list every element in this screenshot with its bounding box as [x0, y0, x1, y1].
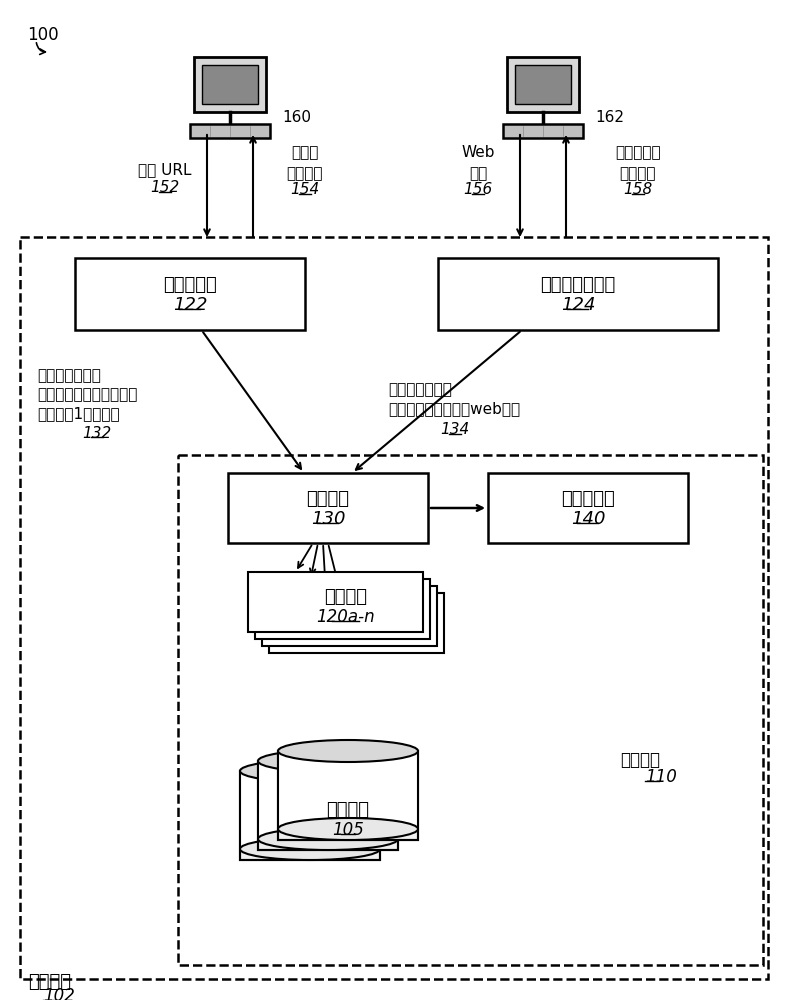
- Bar: [248, 572, 423, 632]
- Text: 152: 152: [151, 180, 180, 196]
- Bar: [262, 586, 437, 646]
- Text: 搜索结果和
查询建议: 搜索结果和 查询建议: [615, 145, 661, 181]
- Text: Web
查询: Web 查询: [461, 145, 495, 181]
- Text: 122: 122: [173, 296, 207, 314]
- Bar: [488, 473, 688, 543]
- Text: 130: 130: [310, 510, 345, 528]
- Text: 162: 162: [595, 110, 624, 125]
- Text: 搜索系统: 搜索系统: [28, 973, 71, 991]
- Ellipse shape: [278, 818, 418, 840]
- Text: 124: 124: [561, 296, 595, 314]
- Text: 134: 134: [440, 422, 470, 438]
- Text: 视频和
推荐视频: 视频和 推荐视频: [287, 145, 323, 181]
- Bar: [194, 57, 266, 112]
- Text: 102: 102: [43, 987, 75, 1000]
- Ellipse shape: [278, 740, 418, 762]
- Text: 156: 156: [463, 182, 492, 198]
- Ellipse shape: [258, 828, 398, 850]
- Bar: [503, 124, 583, 138]
- Text: 160: 160: [282, 110, 311, 125]
- Text: 条件：在1个小时内: 条件：在1个小时内: [37, 406, 120, 422]
- Bar: [190, 124, 270, 138]
- Text: 105: 105: [332, 821, 364, 839]
- Text: 预测系统: 预测系统: [620, 751, 660, 769]
- Ellipse shape: [258, 750, 398, 772]
- Text: 110: 110: [645, 768, 677, 786]
- Text: 140: 140: [571, 510, 605, 528]
- Text: 授权服务器: 授权服务器: [561, 490, 615, 508]
- Bar: [75, 258, 305, 330]
- Bar: [258, 761, 398, 850]
- Bar: [228, 473, 428, 543]
- Bar: [178, 455, 763, 965]
- Text: 视频 URL: 视频 URL: [138, 162, 191, 178]
- Ellipse shape: [240, 760, 380, 782]
- Text: 视频子系统: 视频子系统: [163, 276, 217, 294]
- Bar: [258, 761, 398, 839]
- Bar: [278, 751, 418, 829]
- Bar: [240, 771, 380, 860]
- Bar: [258, 761, 398, 850]
- Text: 搜索参数：查询: 搜索参数：查询: [388, 382, 452, 397]
- Text: 154: 154: [290, 182, 320, 198]
- Ellipse shape: [240, 838, 380, 860]
- Text: 158: 158: [623, 182, 652, 198]
- Bar: [269, 593, 444, 653]
- Text: 132: 132: [83, 426, 112, 440]
- Bar: [507, 57, 579, 112]
- Bar: [20, 237, 768, 979]
- Text: 搜索引擎子系统: 搜索引擎子系统: [541, 276, 615, 294]
- Bar: [240, 771, 380, 849]
- Bar: [515, 65, 571, 104]
- Bar: [202, 65, 258, 104]
- Bar: [278, 751, 418, 840]
- Text: 所请求的动作类型：web查询: 所请求的动作类型：web查询: [388, 401, 520, 416]
- Text: 搜索参数：视频: 搜索参数：视频: [37, 368, 101, 383]
- Bar: [438, 258, 718, 330]
- Text: 根服务器: 根服务器: [307, 490, 350, 508]
- Text: 所请求的动作类型：视频: 所请求的动作类型：视频: [37, 387, 137, 402]
- Text: 100: 100: [27, 26, 58, 44]
- Text: 索引碎片: 索引碎片: [326, 801, 370, 819]
- Text: 叶服务器: 叶服务器: [324, 588, 367, 606]
- Bar: [255, 579, 430, 639]
- Bar: [278, 751, 418, 840]
- Bar: [240, 771, 380, 860]
- Text: 120a-n: 120a-n: [316, 608, 375, 626]
